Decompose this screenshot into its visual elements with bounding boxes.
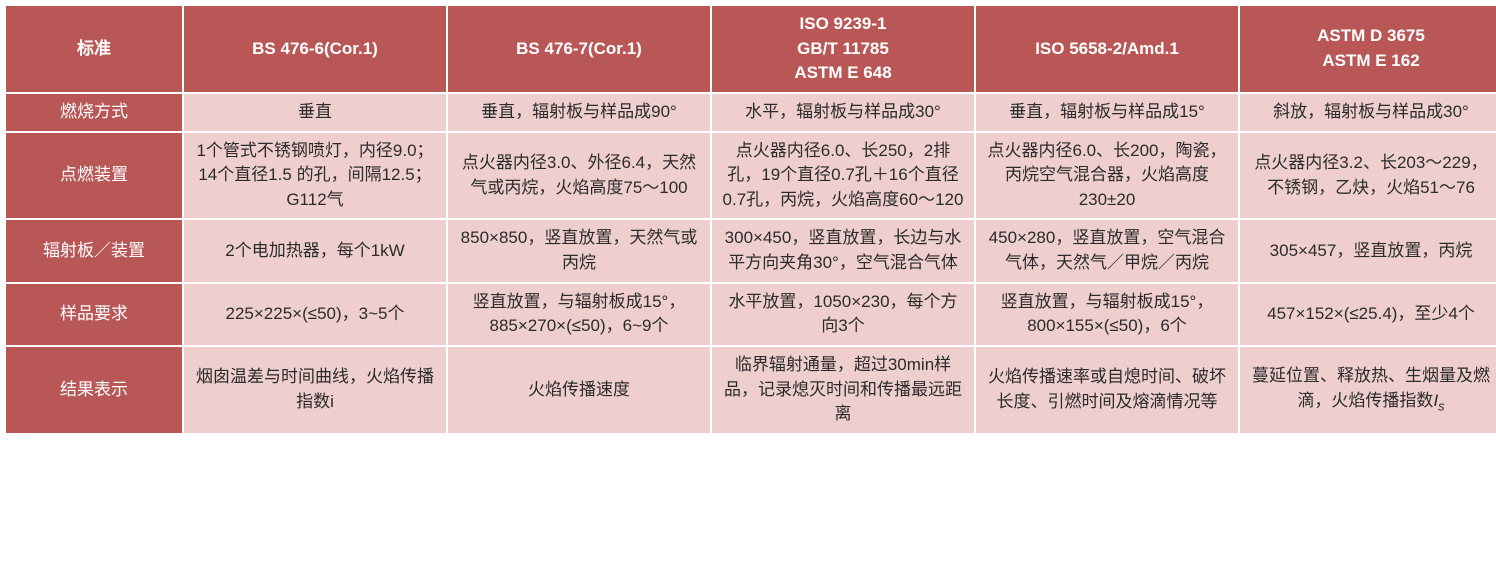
header-col-1: BS 476-7(Cor.1) [448,6,710,92]
table-body: 燃烧方式垂直垂直，辐射板与样品成90°水平，辐射板与样品成30°垂直，辐射板与样… [6,94,1496,433]
table-cell: 水平放置，1050×230，每个方向3个 [712,284,974,345]
table-cell: 竖直放置，与辐射板成15°，885×270×(≤50)，6~9个 [448,284,710,345]
row-label: 点燃装置 [6,133,182,219]
table-cell: 斜放，辐射板与样品成30° [1240,94,1496,131]
table-cell: 垂直 [184,94,446,131]
table-cell: 水平，辐射板与样品成30° [712,94,974,131]
header-label: 标准 [6,6,182,92]
table-cell: 垂直，辐射板与样品成15° [976,94,1238,131]
table-cell: 点火器内径6.0、长250，2排孔，19个直径0.7孔＋16个直径0.7孔，丙烷… [712,133,974,219]
row-label: 燃烧方式 [6,94,182,131]
table-cell: 225×225×(≤50)，3~5个 [184,284,446,345]
header-col-3: ISO 5658-2/Amd.1 [976,6,1238,92]
table-header-row: 标准 BS 476-6(Cor.1) BS 476-7(Cor.1) ISO 9… [6,6,1496,92]
table-cell: 1个管式不锈钢喷灯，内径9.0；14个直径1.5 的孔，间隔12.5；G112气 [184,133,446,219]
table-cell: 火焰传播速度 [448,347,710,433]
table-cell: 烟囱温差与时间曲线，火焰传播指数i [184,347,446,433]
header-col-0: BS 476-6(Cor.1) [184,6,446,92]
row-label: 结果表示 [6,347,182,433]
table-row: 样品要求225×225×(≤50)，3~5个竖直放置，与辐射板成15°，885×… [6,284,1496,345]
table-cell: 850×850，竖直放置，天然气或丙烷 [448,220,710,281]
table-cell: 457×152×(≤25.4)，至少4个 [1240,284,1496,345]
row-label: 样品要求 [6,284,182,345]
table-cell: 450×280，竖直放置，空气混合气体，天然气／甲烷／丙烷 [976,220,1238,281]
table-cell: 点火器内径6.0、长200，陶瓷，丙烷空气混合器，火焰高度230±20 [976,133,1238,219]
table-cell: 火焰传播速率或自熄时间、破坏长度、引燃时间及熔滴情况等 [976,347,1238,433]
table-cell: 2个电加热器，每个1kW [184,220,446,281]
table-cell: 垂直，辐射板与样品成90° [448,94,710,131]
table-cell: 305×457，竖直放置，丙烷 [1240,220,1496,281]
table-cell: 点火器内径3.2、长203～229，不锈钢，乙炔，火焰51～76 [1240,133,1496,219]
table-row: 燃烧方式垂直垂直，辐射板与样品成90°水平，辐射板与样品成30°垂直，辐射板与样… [6,94,1496,131]
header-col-4: ASTM D 3675ASTM E 162 [1240,6,1496,92]
table-row: 点燃装置1个管式不锈钢喷灯，内径9.0；14个直径1.5 的孔，间隔12.5；G… [6,133,1496,219]
table-cell: 300×450，竖直放置，长边与水平方向夹角30°，空气混合气体 [712,220,974,281]
standards-comparison-table: 标准 BS 476-6(Cor.1) BS 476-7(Cor.1) ISO 9… [4,4,1496,435]
table-cell: 临界辐射通量，超过30min样品，记录熄灭时间和传播最远距离 [712,347,974,433]
header-col-2: ISO 9239-1GB/T 11785ASTM E 648 [712,6,974,92]
table-row: 辐射板／装置2个电加热器，每个1kW850×850，竖直放置，天然气或丙烷300… [6,220,1496,281]
row-label: 辐射板／装置 [6,220,182,281]
table-cell: 竖直放置，与辐射板成15°，800×155×(≤50)，6个 [976,284,1238,345]
table-row: 结果表示烟囱温差与时间曲线，火焰传播指数i火焰传播速度临界辐射通量，超过30mi… [6,347,1496,433]
table-cell: 点火器内径3.0、外径6.4，天然气或丙烷，火焰高度75～100 [448,133,710,219]
table-cell: 蔓延位置、释放热、生烟量及燃滴，火焰传播指数Is [1240,347,1496,433]
